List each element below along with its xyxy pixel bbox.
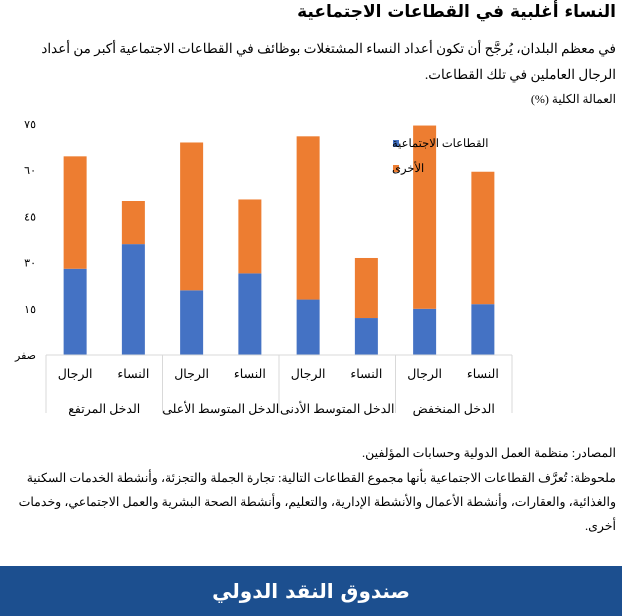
y-tick-label: ٤٥: [24, 211, 36, 223]
bar-segment-social: [296, 299, 320, 355]
category-label: النساء: [467, 367, 499, 381]
y-axis-label: العمالة الكلية (%): [530, 92, 616, 106]
chart-subtitle: في معظم البلدان، يُرجَّح أن تكون أعداد ا…: [41, 41, 616, 82]
bar-segment-social: [413, 308, 437, 355]
bar-segment-social: [238, 273, 262, 355]
bar-segment-other: [413, 125, 437, 309]
category-label: النساء: [117, 367, 149, 381]
bar-segment-other: [63, 156, 87, 269]
definition-note: ملحوظة: تُعرَّف القطاعات الاجتماعية بأنه…: [18, 471, 616, 533]
y-tick-label: ٣٠: [24, 258, 36, 270]
y-tick-label: ٦٠: [24, 165, 36, 177]
category-label: النساء: [234, 367, 266, 381]
group-label: الدخل المرتفع: [68, 402, 140, 417]
legend-label: الأخرى: [392, 160, 424, 175]
category-label: الرجال: [174, 367, 209, 382]
y-tick-label: ١٥: [24, 304, 36, 316]
category-label: الرجال: [291, 367, 326, 382]
legend-label: القطاعات الاجتماعية: [392, 137, 489, 150]
stacked-bar-chart: صفر ١٥ ٣٠ ٤٥ ٦٠ ٧٥ الرجال النساء الرجال النساء الر…: [14, 119, 513, 417]
group-label: الدخل المتوسط الأعلى: [162, 400, 279, 417]
y-tick-label: صفر: [14, 350, 36, 362]
bar-segment-social: [63, 268, 87, 355]
bar-segment-social: [471, 304, 495, 355]
group-label: الدخل المنخفض: [413, 402, 495, 417]
bar-segment-other: [121, 201, 145, 245]
legend-swatch: [393, 140, 399, 147]
bar-segment-social: [180, 290, 204, 355]
group-label: الدخل المتوسط الأدنى: [280, 400, 394, 417]
bar-segment-other: [180, 142, 204, 291]
imf-brand-banner: صندوق النقد الدولي: [0, 566, 622, 616]
category-label: الرجال: [407, 367, 442, 382]
bar-segment-social: [354, 318, 378, 355]
legend-swatch: [393, 165, 399, 172]
y-tick-label: ٧٥: [24, 119, 36, 131]
bar-segment-other: [354, 257, 378, 319]
bar-segment-other: [471, 171, 495, 305]
source-note: المصادر: منظمة العمل الدولية وحسابات الم…: [362, 446, 616, 460]
bar-segment-other: [296, 136, 320, 300]
category-label: الرجال: [58, 367, 93, 382]
brand-name: صندوق النقد الدولي: [212, 579, 410, 603]
chart-title: النساء أغلبية في القطاعات الاجتماعية: [297, 2, 616, 22]
bar-segment-social: [121, 244, 145, 355]
category-label: النساء: [350, 367, 382, 381]
bar-segment-other: [238, 199, 262, 274]
